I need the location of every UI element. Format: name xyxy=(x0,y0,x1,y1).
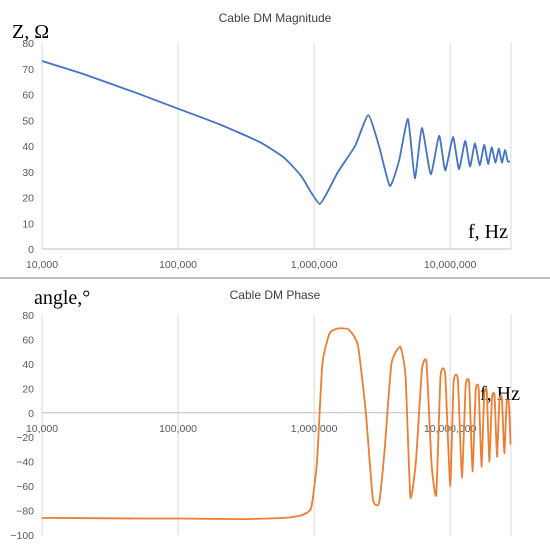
magnitude-y-tick-label: 50 xyxy=(22,115,34,127)
magnitude-y-tick-label: 10 xyxy=(22,218,34,230)
phase-y-axis-label: angle,° xyxy=(34,287,90,309)
magnitude-y-tick-label: 30 xyxy=(22,167,34,179)
magnitude-x-tick-label: 1,000,000 xyxy=(291,259,338,271)
phase-y-tick-label: −80 xyxy=(16,506,34,518)
phase-x-tick-label: 100,000 xyxy=(159,423,197,435)
phase-y-tick-label: −100 xyxy=(10,530,34,542)
magnitude-chart-title: Cable DM Magnitude xyxy=(219,11,332,25)
phase-chart-panel: Cable DM Phase angle,° f, Hz −100 −80 −60 −… xyxy=(0,280,550,552)
magnitude-y-tick-label: 40 xyxy=(22,141,34,153)
phase-grid xyxy=(41,315,512,535)
phase-y-tick-label: 0 xyxy=(28,408,34,420)
magnitude-x-tick-label: 10,000 xyxy=(26,259,58,271)
magnitude-x-tick-label: 100,000 xyxy=(159,259,197,271)
magnitude-y-tick-label: 20 xyxy=(22,193,34,205)
phase-x-tick-label: 10,000,000 xyxy=(424,423,477,435)
magnitude-y-axis-label: Z, Ω xyxy=(12,21,49,43)
panel-divider xyxy=(0,277,550,279)
phase-x-tick-label: 10,000 xyxy=(26,423,58,435)
phase-chart-title: Cable DM Phase xyxy=(230,288,321,302)
magnitude-chart-panel: Cable DM Magnitude Z, Ω f, Hz 0 10 20 30 40 5… xyxy=(12,11,512,271)
phase-y-tick-label: −40 xyxy=(16,457,34,469)
phase-y-tick-label: −60 xyxy=(16,481,34,493)
phase-y-tick-label: 40 xyxy=(22,359,34,371)
magnitude-y-tick-label: 80 xyxy=(22,38,34,50)
magnitude-x-tick-label: 10,000,000 xyxy=(424,259,477,271)
phase-chart: Cable DM Phase angle,° f, Hz −100 −80 −60 −… xyxy=(10,287,520,542)
phase-y-tick-label: −20 xyxy=(16,432,34,444)
magnitude-series-line xyxy=(41,60,511,205)
magnitude-grid xyxy=(41,43,512,249)
phase-y-tick-label: 60 xyxy=(22,334,34,346)
phase-series-line xyxy=(41,327,512,521)
magnitude-y-tick-label: 0 xyxy=(28,244,34,256)
magnitude-x-axis-label: f, Hz xyxy=(468,221,508,243)
phase-x-axis-label: f, Hz xyxy=(480,383,520,405)
magnitude-chart: Cable DM Magnitude Z, Ω f, Hz 0 10 20 30 40 5… xyxy=(12,11,512,271)
phase-y-tick-label: 20 xyxy=(22,383,34,395)
magnitude-y-tick-label: 70 xyxy=(22,64,34,76)
phase-y-tick-label: 80 xyxy=(22,310,34,322)
phase-x-tick-label: 1,000,000 xyxy=(291,423,338,435)
magnitude-y-tick-label: 60 xyxy=(22,90,34,102)
